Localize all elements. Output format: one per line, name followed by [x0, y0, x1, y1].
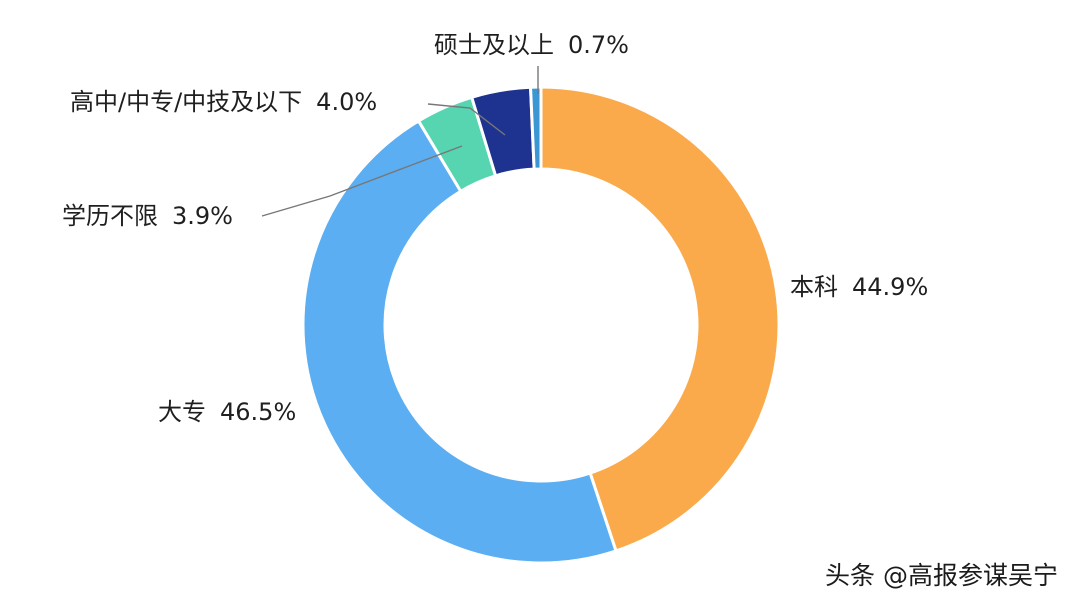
donut-slice-4	[528, 85, 543, 171]
slice-name-slice-2: 学历不限	[62, 202, 158, 230]
slice-label-slice-1: 大专 46.5%	[158, 398, 296, 426]
slice-name-slice-0: 本科	[790, 273, 838, 301]
watermark: 头条 @高报参谋吴宁	[825, 561, 1058, 590]
slice-value-slice-0: 44.9%	[852, 273, 928, 301]
slice-label-slice-2: 学历不限 3.9%	[62, 202, 233, 230]
leader-line-slice-3	[427, 103, 506, 136]
slice-label-slice-3: 高中/中专/中技及以下 4.0%	[70, 88, 377, 116]
slice-value-slice-3: 4.0%	[316, 88, 377, 116]
slice-label-slice-0: 本科 44.9%	[790, 273, 928, 301]
slice-name-slice-3: 高中/中专/中技及以下	[70, 88, 302, 116]
donut-slice-0	[539, 85, 781, 553]
slice-name-slice-4: 硕士及以上	[434, 31, 554, 59]
leader-line-slice-2	[261, 145, 463, 217]
slice-value-slice-1: 46.5%	[220, 398, 296, 426]
slice-label-slice-4: 硕士及以上 0.7%	[434, 31, 629, 59]
slice-value-slice-4: 0.7%	[568, 31, 629, 59]
slice-name-slice-1: 大专	[158, 398, 206, 426]
donut-slice-1	[301, 118, 618, 565]
slice-value-slice-2: 3.9%	[172, 202, 233, 230]
